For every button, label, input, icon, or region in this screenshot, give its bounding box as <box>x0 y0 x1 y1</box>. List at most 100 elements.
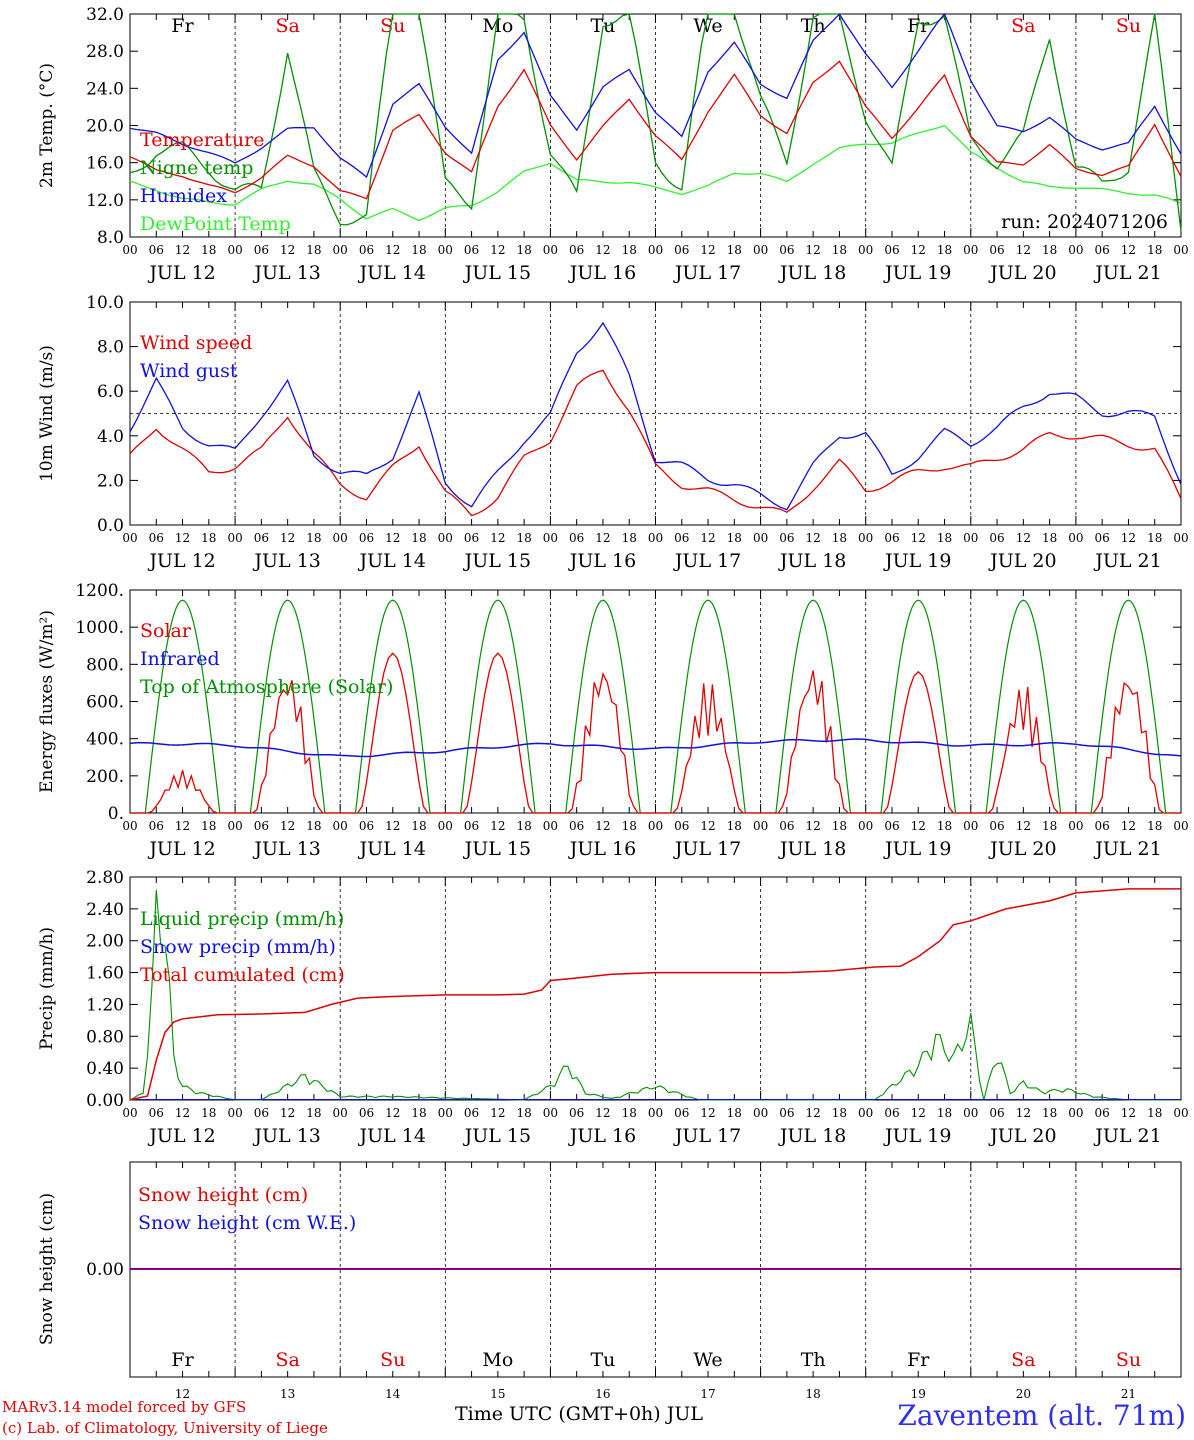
hour-tick-label-2-150: 06 <box>779 531 794 545</box>
hour-tick-label-4-30: 06 <box>254 1106 269 1120</box>
date-label-1-8: JUL 20 <box>988 262 1056 284</box>
date-label-3-0: JUL 12 <box>147 838 215 860</box>
y-tick-label-4-6: 2.40 <box>86 900 124 920</box>
hour-tick-label-1-210: 18 <box>1042 243 1057 257</box>
date-label-3-7: JUL 19 <box>883 838 951 860</box>
date-label-2-2: JUL 14 <box>358 550 426 572</box>
hour-tick-label-2-78: 06 <box>464 531 479 545</box>
hour-tick-label-2-138: 18 <box>727 531 742 545</box>
date-label-1-5: JUL 17 <box>673 262 741 284</box>
hour-tick-label-1-198: 06 <box>989 243 1004 257</box>
hour-tick-label-1-186: 18 <box>937 243 952 257</box>
hour-tick-label-3-30: 06 <box>254 819 269 833</box>
hour-tick-label-4-72: 00 <box>438 1106 453 1120</box>
weekday-bottom-3: Mo <box>482 1349 513 1371</box>
hour-tick-label-3-78: 06 <box>464 819 479 833</box>
hour-tick-label-3-138: 18 <box>727 819 742 833</box>
date-label-4-7: JUL 19 <box>883 1125 951 1147</box>
hour-tick-label-1-24: 00 <box>227 243 242 257</box>
day-number-1: 13 <box>280 1387 295 1401</box>
hour-tick-label-3-204: 12 <box>1016 819 1031 833</box>
hour-tick-label-4-210: 18 <box>1042 1106 1057 1120</box>
hour-tick-label-2-102: 06 <box>569 531 584 545</box>
hour-tick-label-3-36: 12 <box>280 819 295 833</box>
hour-tick-label-2-210: 18 <box>1042 531 1057 545</box>
hour-tick-label-1-78: 06 <box>464 243 479 257</box>
hour-tick-label-4-12: 12 <box>175 1106 190 1120</box>
y-tick-label-1-4: 24.0 <box>86 79 124 99</box>
date-label-2-7: JUL 19 <box>883 550 951 572</box>
hour-tick-label-1-120: 00 <box>648 243 663 257</box>
legend-entry-1-3: DewPoint Temp <box>140 213 291 235</box>
legend-entry-5-1: Snow height (cm W.E.) <box>138 1212 356 1234</box>
hour-tick-label-4-198: 06 <box>989 1106 1004 1120</box>
hour-tick-label-4-222: 06 <box>1095 1106 1110 1120</box>
y-tick-label-4-1: 0.40 <box>86 1059 124 1079</box>
y-tick-label-1-0: 8.0 <box>97 228 124 248</box>
hour-tick-label-2-168: 00 <box>858 531 873 545</box>
hour-tick-label-1-36: 12 <box>280 243 295 257</box>
hour-tick-label-2-66: 18 <box>411 531 426 545</box>
hour-tick-label-2-162: 18 <box>832 531 847 545</box>
series-line-wind-0 <box>129 369 1182 517</box>
day-number-8: 20 <box>1016 1387 1031 1401</box>
hour-tick-label-4-186: 18 <box>937 1106 952 1120</box>
weekday-bottom-0: Fr <box>171 1349 194 1371</box>
hour-tick-label-1-234: 18 <box>1147 243 1162 257</box>
hour-tick-label-3-108: 12 <box>595 819 610 833</box>
hour-tick-label-2-18: 18 <box>201 531 216 545</box>
hour-tick-label-4-96: 00 <box>543 1106 558 1120</box>
hour-tick-label-2-96: 00 <box>543 531 558 545</box>
y-tick-label-3-0: 0. <box>108 804 124 824</box>
hour-tick-label-1-204: 12 <box>1016 243 1031 257</box>
hour-tick-label-4-6: 06 <box>149 1106 164 1120</box>
hour-tick-label-3-162: 18 <box>832 819 847 833</box>
hour-tick-label-1-126: 06 <box>674 243 689 257</box>
hour-tick-label-2-12: 12 <box>175 531 190 545</box>
date-label-4-3: JUL 15 <box>463 1125 531 1147</box>
date-label-4-0: JUL 12 <box>147 1125 215 1147</box>
weekday-top-5: We <box>693 15 722 37</box>
hour-tick-label-3-198: 06 <box>989 819 1004 833</box>
hour-tick-label-2-198: 06 <box>989 531 1004 545</box>
y-tick-label-3-3: 600. <box>86 693 124 713</box>
hour-tick-label-1-216: 00 <box>1068 243 1083 257</box>
hour-tick-label-2-36: 12 <box>280 531 295 545</box>
y-tick-label-2-4: 8.0 <box>97 338 124 358</box>
legend-entry-4-1: Snow precip (mm/h) <box>140 936 336 958</box>
lab-credit: (c) Lab. of Climatology, University of L… <box>2 1419 328 1437</box>
weekday-top-9: Su <box>1116 15 1141 37</box>
series-line-temp-3 <box>129 124 1182 222</box>
hour-tick-label-2-60: 12 <box>385 531 400 545</box>
hour-tick-label-1-66: 18 <box>411 243 426 257</box>
hour-tick-label-3-48: 00 <box>333 819 348 833</box>
legend-entry-1-1: Nigne temp <box>140 157 253 179</box>
hour-tick-label-1-18: 18 <box>201 243 216 257</box>
hour-tick-label-4-90: 18 <box>516 1106 531 1120</box>
hour-tick-label-3-96: 00 <box>543 819 558 833</box>
hour-tick-label-1-102: 06 <box>569 243 584 257</box>
hour-tick-label-4-174: 06 <box>884 1106 899 1120</box>
hour-tick-label-3-168: 00 <box>858 819 873 833</box>
hour-tick-label-4-102: 06 <box>569 1106 584 1120</box>
y-tick-label-3-1: 200. <box>86 767 124 787</box>
weekday-top-2: Su <box>380 15 405 37</box>
hour-tick-label-4-150: 06 <box>779 1106 794 1120</box>
weekday-top-8: Sa <box>1011 15 1035 37</box>
hour-tick-label-3-234: 18 <box>1147 819 1162 833</box>
date-label-3-8: JUL 20 <box>988 838 1056 860</box>
y-tick-label-4-0: 0.00 <box>86 1091 124 1111</box>
hour-tick-label-2-30: 06 <box>254 531 269 545</box>
legend-entry-4-2: Total cumulated (cm) <box>140 964 345 986</box>
date-label-3-5: JUL 17 <box>673 838 741 860</box>
legend-entry-1-0: Temperature <box>140 129 264 151</box>
hour-tick-label-2-156: 12 <box>806 531 821 545</box>
hour-tick-label-4-192: 00 <box>963 1106 978 1120</box>
date-label-4-4: JUL 16 <box>568 1125 636 1147</box>
hour-tick-label-4-138: 18 <box>727 1106 742 1120</box>
weekday-top-6: Th <box>801 15 826 37</box>
hour-tick-label-4-66: 18 <box>411 1106 426 1120</box>
date-label-3-1: JUL 13 <box>252 838 320 860</box>
hour-tick-label-4-162: 18 <box>832 1106 847 1120</box>
day-number-4: 16 <box>595 1387 610 1401</box>
